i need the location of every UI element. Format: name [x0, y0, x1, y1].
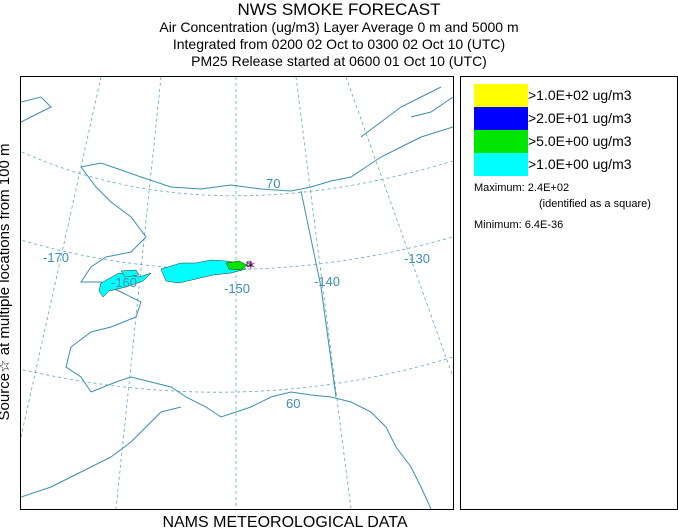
source-side-label: Source☆ at multiple locations from 100 m: [0, 144, 13, 421]
lon-label-130: -130: [404, 251, 430, 266]
integration-period: Integrated from 0200 02 Oct to 0300 02 O…: [172, 36, 506, 52]
minimum-label: Minimum:: [474, 219, 522, 231]
plume-cyan-small: [120, 269, 140, 278]
release-start: PM25 Release started at 0600 01 Oct 10 (…: [191, 53, 487, 69]
alaska-north-coast: [80, 126, 453, 192]
legend-item-4: >1.0E+00 ug/m3: [474, 153, 674, 176]
legend-label: >1.0E+00 ug/m3: [528, 156, 632, 172]
minimum-value: 6.4E-36: [524, 219, 564, 231]
maximum-note: (identified as a square): [539, 198, 651, 210]
graticule-labels: -170 -160 -150 -140 -130 70 60: [43, 176, 430, 411]
maximum-value: 2.4E+02: [527, 182, 570, 194]
plume-cyan-main: [160, 259, 247, 284]
minimum-stat: Minimum: 6.4E-36: [474, 219, 563, 232]
maximum-square-marker: [246, 261, 252, 267]
forecast-title: NWS SMOKE FORECAST: [237, 0, 441, 19]
legend-label: >1.0E+02 ug/m3: [528, 87, 632, 103]
lon-label-170: -170: [43, 250, 69, 265]
concentration-subtitle: Air Concentration (ug/m3) Layer Average …: [159, 19, 519, 35]
plume-green: [225, 260, 248, 271]
legend-swatch-cyan: [474, 153, 528, 176]
lat-label-70: 70: [266, 176, 280, 191]
legend-swatch-yellow: [474, 84, 528, 107]
alaska-south-coast: [90, 376, 432, 509]
legend-item-1: >1.0E+02 ug/m3: [474, 84, 674, 107]
latitude-line-north: [21, 151, 453, 197]
longitude-line-170: [21, 77, 102, 438]
canada-border: [300, 190, 337, 398]
maximum-stat: Maximum: 2.4E+02: [474, 182, 569, 195]
legend-item-2: >2.0E+01 ug/m3: [474, 107, 674, 130]
legend-item-3: >5.0E+00 ug/m3: [474, 130, 674, 153]
map-canvas: ✶ -170 -160 -150 -140 -130 70 60: [21, 77, 453, 509]
lat-label-60: 60: [286, 396, 300, 411]
smoke-plume: ✶: [98, 258, 257, 298]
maximum-label: Maximum:: [474, 182, 525, 194]
legend-panel: >1.0E+02 ug/m3 >2.0E+01 ug/m3 >5.0E+00 u…: [460, 76, 678, 510]
legend-label: >5.0E+00 ug/m3: [528, 133, 632, 149]
north-islands: [360, 86, 453, 138]
legend-swatch-blue: [474, 107, 528, 130]
meteorological-data-label: NAMS METEOROLOGICAL DATA: [162, 514, 408, 531]
lon-label-150: -150: [224, 281, 250, 296]
longitude-line-130: [345, 77, 453, 378]
west-coast-far: [21, 96, 52, 123]
latitude-line-60: [21, 356, 453, 393]
lon-label-160: -160: [111, 275, 137, 290]
aleutian-chain: [21, 406, 182, 498]
longitude-line-160: [115, 77, 162, 509]
longitude-line-140: [295, 77, 352, 509]
alaska-west-coast: [65, 166, 147, 393]
coastlines: [21, 86, 453, 509]
smoke-map: ✶ -170 -160 -150 -140 -130 70 60: [20, 76, 454, 510]
legend-label: >2.0E+01 ug/m3: [528, 110, 632, 126]
lon-label-140: -140: [314, 274, 340, 289]
legend-swatch-green: [474, 130, 528, 153]
